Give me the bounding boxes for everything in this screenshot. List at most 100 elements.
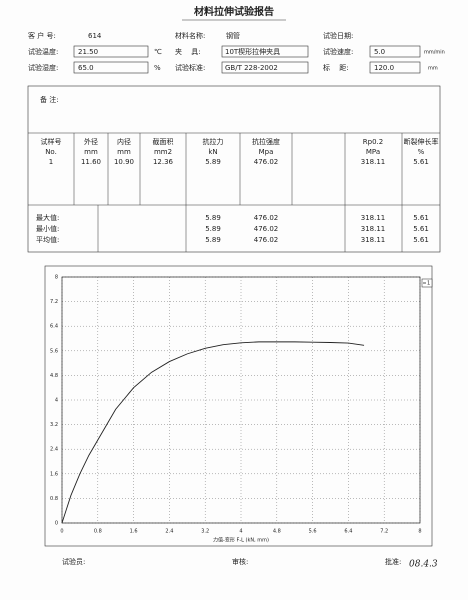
value-box [73, 61, 149, 74]
y-tick-label: 6.4 [50, 324, 58, 330]
stat-value: 5.61 [413, 236, 429, 244]
value-box [369, 45, 421, 58]
table-cell: 476.02 [254, 158, 279, 166]
y-tick-label: 7.2 [50, 299, 58, 305]
field-unit: % [154, 64, 161, 72]
value-box [221, 45, 309, 58]
column-unit: Mpa [259, 148, 274, 156]
field-unit: mm/min [424, 50, 445, 56]
field-value: GB/T 228-2002 [225, 64, 278, 72]
table-frame [27, 85, 441, 253]
plot-frame [61, 276, 421, 524]
field-label: 客 户 号: [28, 31, 56, 40]
stat-value: 318.11 [361, 225, 386, 233]
stat-label: 平均值: [36, 235, 59, 244]
table-cell: 11.60 [81, 158, 101, 166]
chart: 力值-变形 F-L (kN, mm) 0 0.8 1.6 2.4 3.2 4 4.8 5.6 6… [44, 265, 433, 547]
legend-box [421, 278, 433, 288]
remarks-label: 备 注: [40, 95, 59, 104]
x-tick-label: 2.4 [165, 529, 173, 535]
column-name: 断裂伸长率 [404, 137, 439, 146]
column-name: 试样号 [41, 137, 62, 146]
y-tick-label: 0.8 [50, 496, 58, 502]
stat-value: 318.11 [361, 214, 386, 222]
footer: 试验员: 审核: 批准: 08.4.3 [62, 557, 438, 570]
stat-value: 476.02 [254, 214, 279, 222]
y-tick-label: 2.4 [50, 447, 58, 453]
x-tick-label: 1.6 [130, 529, 138, 535]
stat-value: 5.61 [413, 225, 429, 233]
stat-value: 476.02 [254, 225, 279, 233]
column-name: Rp0.2 [363, 138, 383, 146]
value-box [73, 45, 149, 58]
y-tick-label: 4 [55, 398, 58, 404]
field-label: 夹 具: [175, 47, 201, 56]
x-tick-label: 5.6 [309, 529, 317, 535]
stat-value: 318.11 [361, 236, 386, 244]
field-label: 试验温度: [28, 47, 58, 56]
value-box [221, 61, 309, 74]
field-value: 21.50 [78, 48, 98, 56]
field-label: 标 距: [323, 63, 349, 72]
field-label: 试验速度: [323, 47, 353, 56]
column-unit: % [418, 148, 425, 156]
field-value: 65.0 [78, 64, 94, 72]
y-tick-label: 0 [55, 521, 58, 527]
x-tick-label: 4.8 [273, 529, 281, 535]
results-table: 备 注: 试样号 No. 外径 mm 内径 mm 截面积 mm2 抗拉力 kN 抗拉强度 Mpa Rp0… [27, 85, 441, 253]
signature-label: 审核: [232, 557, 248, 566]
data-line [61, 341, 365, 524]
column-unit: kN [208, 148, 217, 156]
header-fields: 客 户 号: 614 材料名称: 钢管 试验日期: 试验温度: 21.50 ℃ … [28, 31, 445, 74]
field-value: 614 [88, 32, 102, 40]
table-cell: 5.61 [413, 158, 429, 166]
column-name: 外径 [84, 137, 98, 146]
table-cell: 1 [49, 158, 53, 166]
stat-value: 5.89 [205, 236, 221, 244]
table-cell: 12.36 [153, 158, 174, 166]
column-unit: mm [117, 148, 131, 156]
signature-label: 批准: [385, 557, 401, 566]
column-name: 截面积 [153, 137, 174, 146]
column-unit: MPa [366, 148, 380, 156]
stat-value: 476.02 [254, 236, 279, 244]
y-tick-label: 3.2 [50, 422, 58, 428]
field-label: 试验日期: [323, 31, 353, 40]
value-box [369, 61, 421, 74]
column-name: 抗拉强度 [252, 137, 280, 146]
stat-value: 5.61 [413, 214, 429, 222]
x-tick-label: 7.2 [380, 529, 388, 535]
stat-label: 最小值: [36, 224, 59, 233]
stat-value: 5.89 [205, 225, 221, 233]
field-value: 5.0 [374, 48, 385, 56]
x-tick-label: 3.2 [201, 529, 209, 535]
x-tick-label: 0 [60, 529, 63, 535]
column-unit: No. [45, 148, 57, 156]
column-unit: mm [84, 148, 98, 156]
column-unit: mm2 [154, 148, 172, 156]
y-tick-label: 4.8 [50, 373, 58, 379]
handwritten-date: 08.4.3 [409, 560, 438, 570]
chart-frame [44, 265, 433, 547]
x-tick-label: 6.4 [344, 529, 352, 535]
x-tick-label: 0.8 [94, 529, 102, 535]
field-unit: ℃ [154, 48, 162, 56]
y-tick-label: 1.6 [50, 471, 58, 477]
field-value: 钢管 [226, 31, 240, 40]
y-tick-label: 5.6 [50, 348, 58, 354]
field-unit: mm [428, 66, 438, 72]
x-axis-label: 力值-变形 F-L (kN, mm) [213, 537, 269, 544]
field-value: 120.0 [374, 64, 394, 72]
signature-label: 试验员: [62, 557, 85, 566]
table-cell: 5.89 [205, 158, 221, 166]
x-tick-label: 8 [418, 529, 421, 535]
column-name: 内径 [117, 137, 131, 146]
field-label: 材料名称: [175, 31, 205, 40]
legend-label: 1 [427, 281, 430, 287]
report-title: 材料拉伸试验报告 [194, 5, 274, 18]
column-name: 抗拉力 [203, 137, 224, 146]
table-cell: 318.11 [361, 158, 386, 166]
field-label: 试验标准: [175, 63, 205, 72]
